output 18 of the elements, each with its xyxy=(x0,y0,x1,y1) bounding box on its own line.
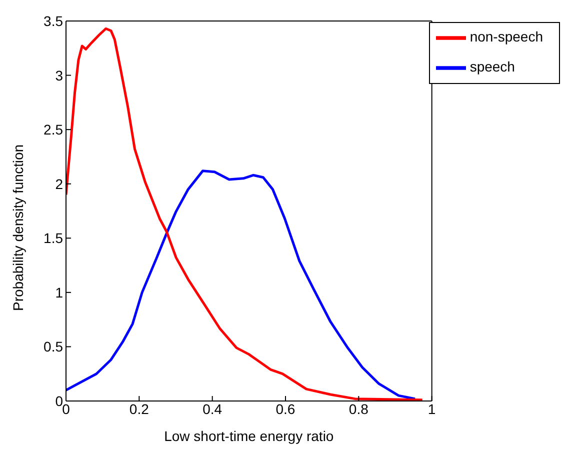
line-series xyxy=(66,170,416,400)
y-tick-label: 3.5 xyxy=(44,12,64,29)
y-tick-label: 2.5 xyxy=(44,122,64,138)
y-tick-label: 0.5 xyxy=(44,338,64,355)
y-tick-label: 2 xyxy=(55,176,64,192)
x-tick-label: 0.4 xyxy=(202,400,222,417)
line-series xyxy=(66,27,424,401)
legend-label: non-speech xyxy=(470,28,543,45)
x-tick-label: 0.2 xyxy=(129,400,150,417)
y-tick-label: 1 xyxy=(55,284,64,300)
x-tick-label: 0.8 xyxy=(348,400,369,417)
y-axis-title: Probability density function xyxy=(10,144,26,311)
x-axis-title: Low short-time energy ratio xyxy=(164,428,334,444)
legend-label: speech xyxy=(470,58,515,75)
x-tick-label: 1 xyxy=(428,400,436,417)
y-tick-label: 1.5 xyxy=(44,230,64,246)
x-tick-label: 0.6 xyxy=(276,400,296,417)
y-tick-label: 3 xyxy=(55,67,64,84)
